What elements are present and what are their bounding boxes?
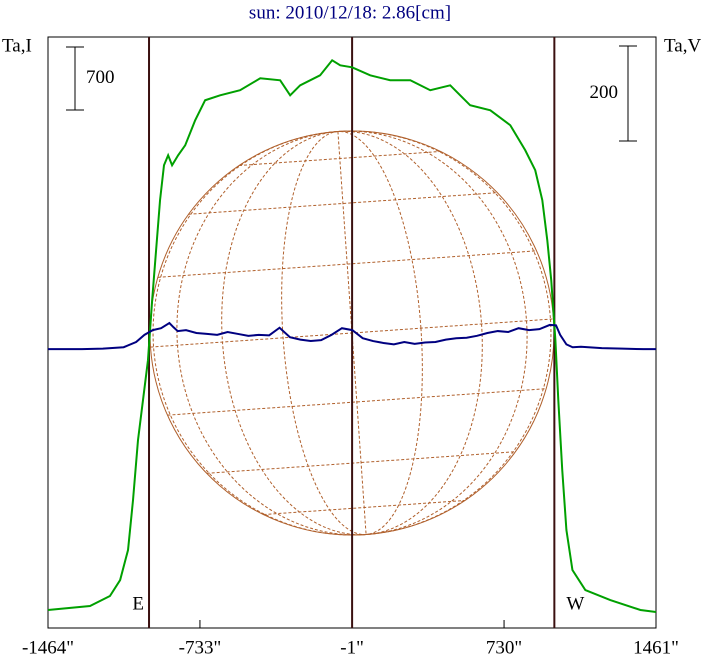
x-tick-label: -1464" (22, 637, 74, 658)
limb-label: W (566, 593, 584, 614)
y-axis-label: Ta,I (2, 35, 32, 56)
parallel (157, 250, 537, 278)
data-line (47, 58, 657, 613)
chart-title: sun: 2010/12/18: 2.86[cm] (249, 2, 451, 23)
x-tick-label: -733" (179, 637, 222, 658)
parallel (263, 499, 465, 516)
parallel (167, 388, 547, 416)
y2-axis-label: Ta,V (664, 35, 701, 56)
scale-bar-label: 700 (86, 67, 115, 88)
scale-bar-label: 200 (590, 82, 619, 103)
solar-disk-grid (149, 130, 555, 536)
parallel (206, 451, 516, 474)
parallel (239, 150, 441, 167)
x-tick-label: 730" (486, 637, 522, 658)
x-tick-label: -1" (340, 637, 364, 658)
parallel (188, 192, 498, 215)
limb-label: E (132, 593, 144, 614)
x-tick-label: 1461" (633, 637, 679, 658)
data-line (48, 321, 656, 351)
